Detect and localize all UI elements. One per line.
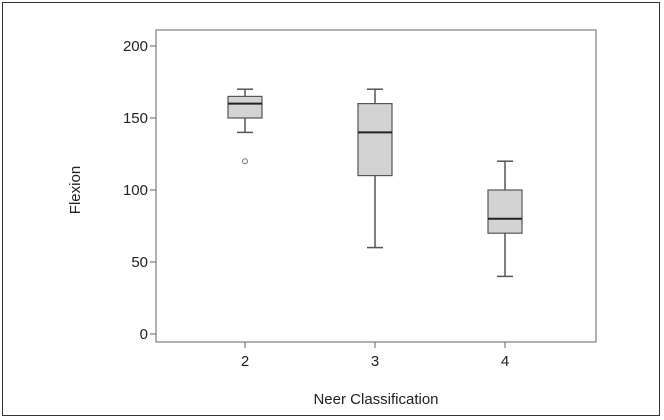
y-axis-title: Flexion bbox=[67, 166, 84, 214]
y-axis: 0 50 100 150 200 bbox=[123, 38, 156, 343]
iqr-box bbox=[487, 189, 523, 234]
x-axis: 2 3 4 bbox=[241, 342, 509, 370]
x-axis-title: Neer Classification bbox=[313, 391, 438, 408]
x-tick-label: 2 bbox=[241, 353, 249, 370]
iqr-box bbox=[357, 102, 393, 177]
y-tick-label: 150 bbox=[123, 110, 148, 127]
y-tick-label: 100 bbox=[123, 182, 148, 199]
iqr-box bbox=[227, 95, 263, 119]
x-tick-label: 3 bbox=[371, 353, 379, 370]
y-tick-label: 0 bbox=[140, 326, 148, 343]
x-tick-label: 4 bbox=[501, 353, 509, 370]
box-group-3 bbox=[357, 88, 393, 249]
y-tick-label: 200 bbox=[123, 38, 148, 55]
plot-area bbox=[155, 29, 597, 343]
box-group-2 bbox=[227, 88, 263, 165]
outlier-point bbox=[242, 158, 248, 165]
y-tick-label: 50 bbox=[131, 254, 148, 271]
box-group-4 bbox=[487, 160, 523, 278]
box-series bbox=[227, 88, 523, 278]
